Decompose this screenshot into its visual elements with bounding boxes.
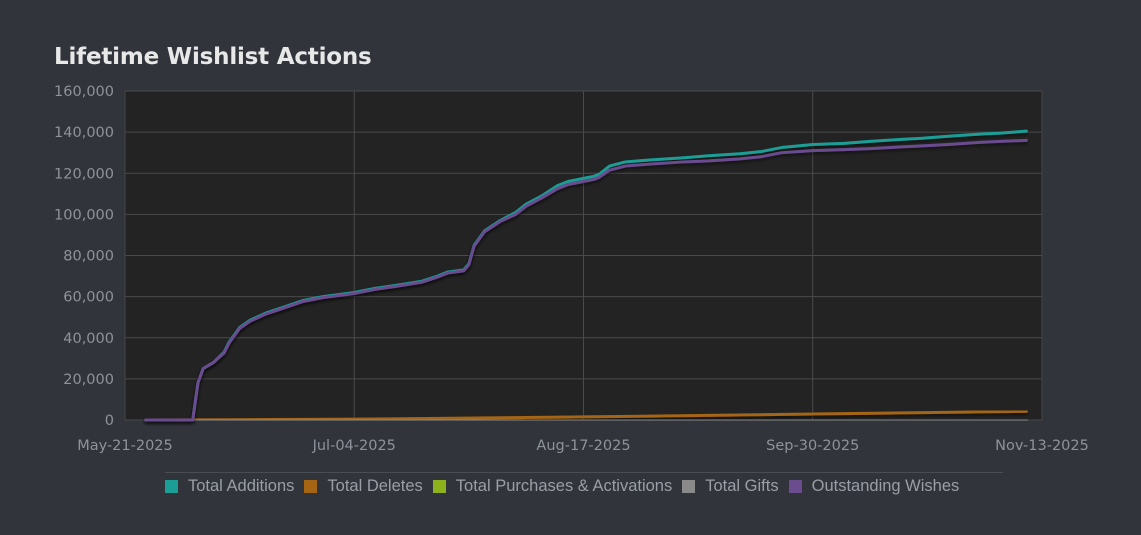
legend-item-total-gifts[interactable]: Total Gifts xyxy=(682,477,779,496)
legend-swatch xyxy=(788,480,802,493)
x-tick-label: Jul-04-2025 xyxy=(312,438,396,454)
legend-swatch xyxy=(165,480,178,493)
legend-item-total-purchases-activations[interactable]: Total Purchases & Activations xyxy=(432,477,673,496)
legend-swatch xyxy=(432,480,446,493)
legend-swatch xyxy=(682,480,696,493)
y-tick-label: 140,000 xyxy=(54,125,114,141)
x-tick-label: May-21-2025 xyxy=(77,438,173,454)
y-tick-label: 0 xyxy=(105,413,114,429)
legend-label: Outstanding Wishes xyxy=(811,477,960,495)
x-tick-label: Aug-17-2025 xyxy=(536,438,630,454)
y-tick-label: 40,000 xyxy=(63,331,114,347)
x-tick-label: Sep-30-2025 xyxy=(766,438,859,454)
legend-label: Total Purchases & Activations xyxy=(455,477,673,495)
y-tick-label: 160,000 xyxy=(54,84,114,100)
chart-legend: Total Additions Total Deletes Total Purc… xyxy=(165,472,1003,496)
legend-swatch xyxy=(304,480,318,493)
legend-item-outstanding-wishes[interactable]: Outstanding Wishes xyxy=(788,477,960,496)
legend-label: Total Additions xyxy=(188,477,295,495)
y-tick-label: 120,000 xyxy=(54,166,114,182)
series-line-outstanding-wishes xyxy=(144,138,1028,422)
chart-title: Lifetime Wishlist Actions xyxy=(54,44,372,70)
x-axis-ticks: May-21-2025 Jul-04-2025 Aug-17-2025 Sep-30-… xyxy=(77,438,1089,454)
legend-item-total-additions[interactable]: Total Additions xyxy=(165,477,294,496)
y-axis-ticks: 0 20,000 40,000 60,000 80,000 100,000 120,000 1… xyxy=(54,84,114,429)
x-tick-label: Nov-13-2025 xyxy=(995,438,1089,454)
y-tick-label: 20,000 xyxy=(63,372,114,388)
series-lines xyxy=(144,129,1028,422)
legend-label: Total Gifts xyxy=(705,477,779,495)
legend-item-total-deletes[interactable]: Total Deletes xyxy=(304,477,423,496)
y-tick-label: 60,000 xyxy=(63,290,114,306)
y-tick-label: 100,000 xyxy=(54,207,114,223)
y-tick-label: 80,000 xyxy=(63,249,114,265)
legend-label: Total Deletes xyxy=(327,477,423,495)
grid-lines xyxy=(125,90,1042,421)
